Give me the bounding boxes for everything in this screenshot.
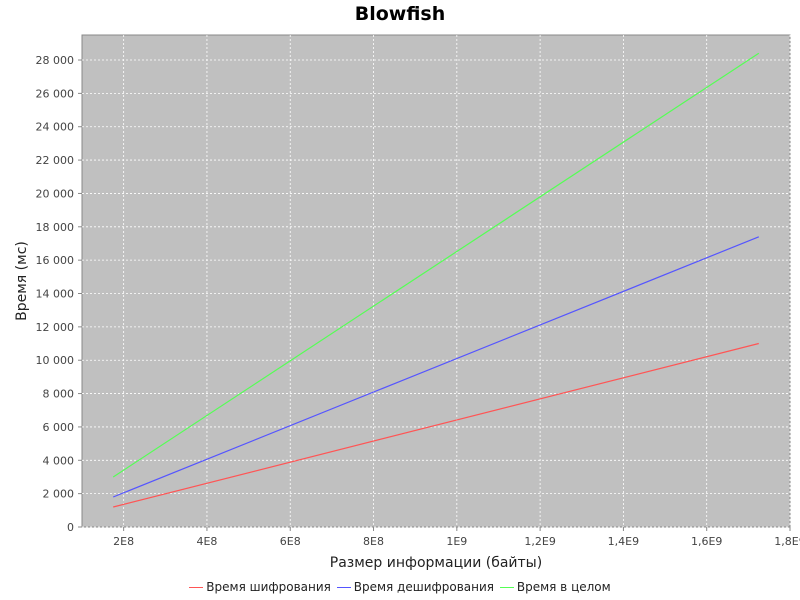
y-tick-label: 14 000 xyxy=(36,288,75,301)
y-tick-label: 12 000 xyxy=(36,321,75,334)
legend-label-encryption: Время шифрования xyxy=(206,580,331,594)
legend-swatch-decryption xyxy=(336,587,351,588)
y-tick-label: 18 000 xyxy=(36,221,75,234)
chart-title: Blowfish xyxy=(354,3,446,25)
x-tick-label: 4E8 xyxy=(196,535,217,548)
legend-label-decryption: Время дешифрования xyxy=(353,580,495,594)
x-tick-label: 1E9 xyxy=(446,535,467,548)
y-tick-label: 20 000 xyxy=(36,187,75,200)
x-tick-label: 6E8 xyxy=(280,535,301,548)
y-tick-label: 28 000 xyxy=(36,54,75,67)
y-tick-label: 26 000 xyxy=(36,87,75,100)
plot-area xyxy=(81,34,791,528)
y-tick-label: 8 000 xyxy=(43,388,75,401)
y-tick-label: 6 000 xyxy=(43,421,75,434)
y-tick-label: 24 000 xyxy=(36,121,75,134)
x-axis-label: Размер информации (байты) xyxy=(330,555,542,571)
x-tick-label: 8E8 xyxy=(363,535,384,548)
x-tick-label: 1,4E9 xyxy=(608,535,639,548)
legend-swatch-total xyxy=(499,587,514,588)
y-tick-label: 10 000 xyxy=(36,354,75,367)
series-line-2 xyxy=(112,52,760,478)
series-line-1 xyxy=(112,236,760,498)
series-line-0 xyxy=(113,342,759,508)
x-tick-label: 2E8 xyxy=(113,535,134,548)
y-tick-label: 22 000 xyxy=(36,154,75,167)
legend-swatch-encryption xyxy=(189,587,204,588)
y-axis-label: Время (мс) xyxy=(14,241,30,321)
y-tick-label: 4 000 xyxy=(43,454,75,467)
y-tick-label: 0 xyxy=(67,521,74,534)
legend-label-total: Время в целом xyxy=(516,580,611,594)
legend-item-decryption: Время дешифрования xyxy=(336,580,495,594)
legend-item-encryption: Время шифрования xyxy=(189,580,331,594)
legend-item-total: Время в целом xyxy=(499,580,611,594)
legend: Время шифрования Время дешифрования Врем… xyxy=(0,580,800,594)
y-tick-label: 2 000 xyxy=(43,488,75,501)
x-tick-label: 1,8E9 xyxy=(774,535,800,548)
x-tick-label: 1,2E9 xyxy=(524,535,555,548)
x-tick-label: 1,6E9 xyxy=(691,535,722,548)
y-tick-label: 16 000 xyxy=(36,254,75,267)
